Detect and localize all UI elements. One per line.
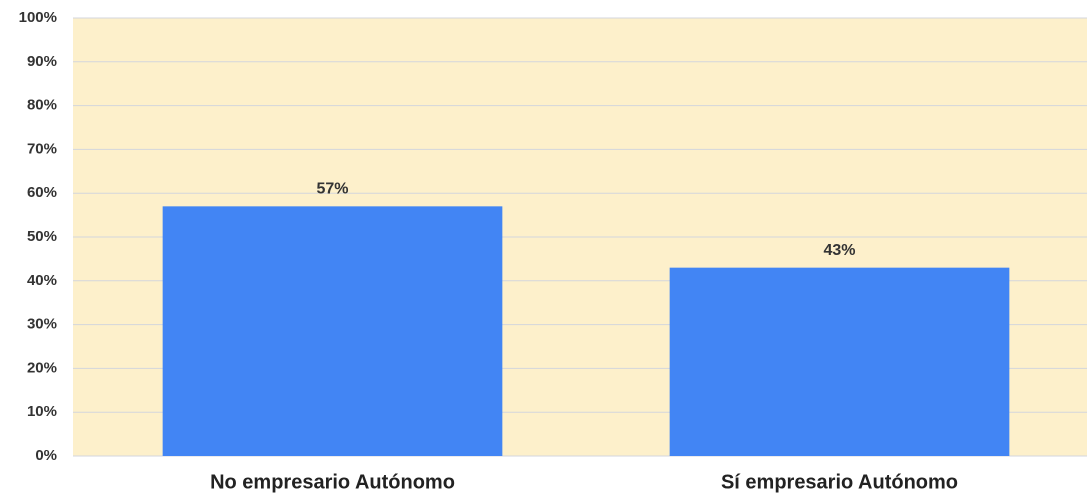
y-tick-label: 50% [27, 228, 57, 245]
y-tick-label: 90% [27, 53, 57, 70]
y-tick-label: 0% [35, 447, 57, 464]
y-tick-label: 80% [27, 97, 57, 114]
bar [669, 267, 1010, 456]
x-tick-label: Sí empresario Autónomo [721, 471, 958, 493]
y-tick-label: 30% [27, 316, 57, 333]
data-label: 57% [316, 181, 348, 198]
y-tick-label: 60% [27, 184, 57, 201]
y-tick-label: 70% [27, 140, 57, 157]
bar [162, 206, 503, 456]
y-tick-label: 10% [27, 403, 57, 420]
data-label: 43% [823, 242, 855, 259]
y-tick-label: 40% [27, 272, 57, 289]
x-tick-label: No empresario Autónomo [210, 471, 455, 493]
y-tick-label: 20% [27, 359, 57, 376]
y-tick-label: 100% [19, 9, 57, 26]
